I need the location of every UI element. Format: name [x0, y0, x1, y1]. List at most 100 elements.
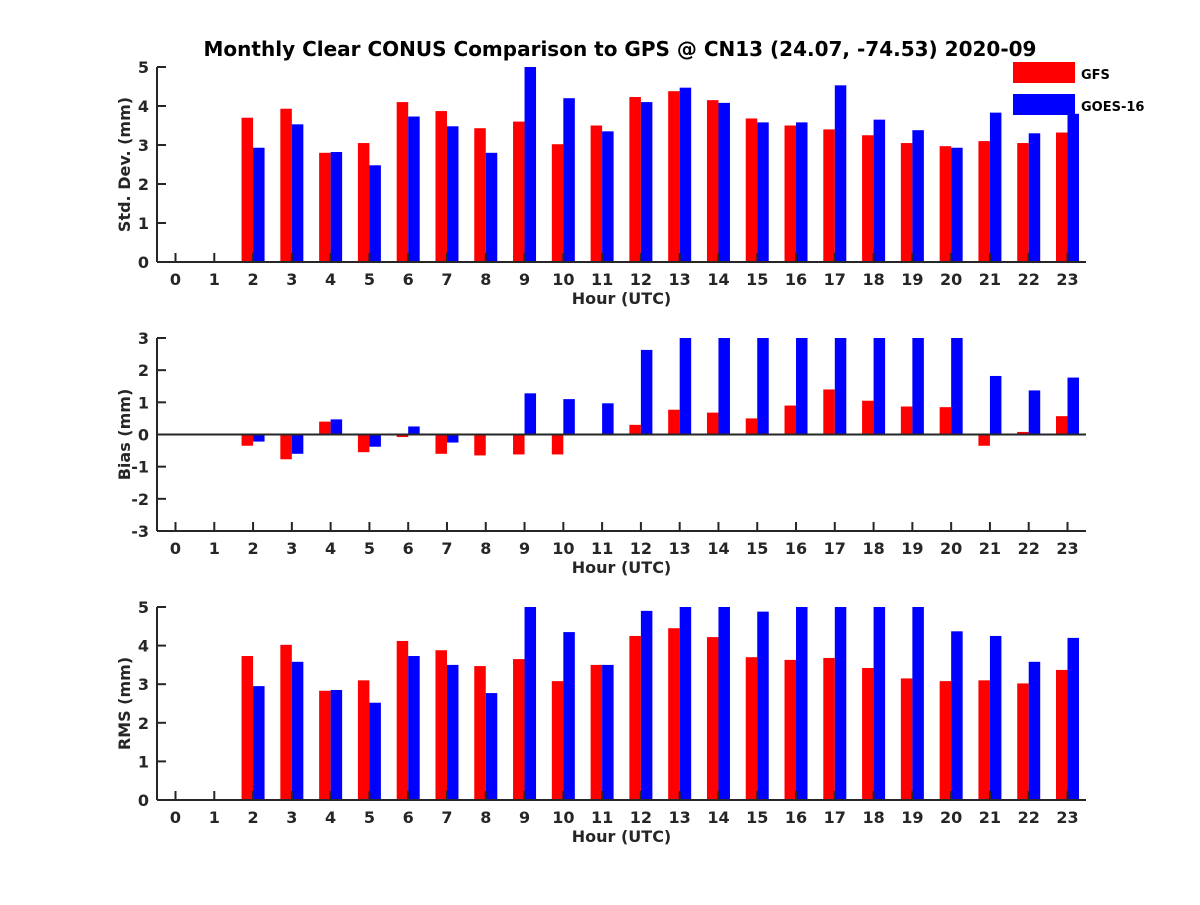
bar-rms-gfs-h7	[435, 650, 447, 800]
x-tick-label-rms-23: 23	[1056, 808, 1078, 827]
bar-rms-gfs-h3	[280, 644, 292, 800]
x-tick-label-stddev-3: 3	[286, 270, 297, 289]
bar-bias-goes16-h23	[1067, 377, 1079, 435]
y-tick-label-stddev-0: 0	[138, 253, 149, 272]
legend: GFS GOES-16	[1013, 62, 1144, 115]
x-tick-label-stddev-2: 2	[247, 270, 258, 289]
bar-stddev-gfs-h7	[435, 111, 447, 262]
bar-rms-gfs-h9	[513, 659, 525, 800]
bar-rms-gfs-h4	[319, 690, 331, 800]
x-tick-label-rms-3: 3	[286, 808, 297, 827]
x-tick-label-stddev-0: 0	[170, 270, 181, 289]
bar-bias-gfs-h9	[513, 434, 525, 455]
bar-stddev-goes16-h23	[1067, 113, 1079, 262]
x-tick-label-stddev-21: 21	[979, 270, 1001, 289]
y-tick-label-bias-6: 3	[138, 329, 149, 348]
bar-stddev-goes16-h14	[718, 102, 730, 262]
x-tick-label-bias-16: 16	[785, 539, 807, 558]
bar-bias-goes16-h9	[524, 393, 537, 435]
bar-stddev-gfs-h16	[784, 125, 797, 262]
x-tick-label-rms-21: 21	[979, 808, 1001, 827]
bar-stddev-goes16-h9	[524, 67, 537, 262]
bar-bias-goes16-h13	[679, 338, 692, 435]
bar-rms-goes16-h11	[602, 664, 614, 800]
bar-stddev-gfs-h23	[1056, 132, 1068, 262]
x-tick-label-rms-0: 0	[170, 808, 181, 827]
bar-stddev-gfs-h18	[862, 135, 874, 262]
bar-rms-goes16-h22	[1028, 661, 1041, 800]
bar-rms-gfs-h19	[900, 678, 913, 800]
x-tick-label-stddev-15: 15	[746, 270, 768, 289]
bar-stddev-gfs-h12	[629, 97, 641, 262]
legend-swatch-gfs	[1013, 62, 1075, 83]
bar-bias-gfs-h10	[551, 434, 564, 455]
x-tick-label-rms-10: 10	[552, 808, 574, 827]
bar-bias-gfs-h13	[668, 409, 680, 435]
bar-stddev-goes16-h13	[679, 87, 692, 262]
x-tick-label-rms-13: 13	[669, 808, 691, 827]
bar-rms-goes16-h21	[989, 635, 1002, 800]
bar-stddev-goes16-h2	[253, 147, 265, 262]
bar-bias-goes16-h18	[873, 338, 886, 435]
bar-rms-gfs-h2	[241, 656, 254, 800]
bar-rms-goes16-h20	[951, 631, 963, 800]
x-tick-label-rms-8: 8	[480, 808, 491, 827]
bar-rms-gfs-h20	[939, 681, 952, 800]
x-tick-label-rms-6: 6	[403, 808, 414, 827]
legend-label-goes16: GOES-16	[1081, 100, 1144, 115]
x-tick-label-rms-22: 22	[1018, 808, 1040, 827]
x-tick-label-bias-8: 8	[480, 539, 491, 558]
y-tick-label-stddev-3: 3	[138, 136, 149, 155]
x-tick-label-bias-2: 2	[247, 539, 258, 558]
y-tick-label-bias-5: 2	[138, 361, 149, 380]
bar-rms-goes16-h9	[524, 607, 537, 800]
x-tick-label-stddev-19: 19	[901, 270, 923, 289]
bar-stddev-goes16-h15	[757, 122, 769, 262]
bar-rms-gfs-h21	[978, 680, 990, 800]
bar-bias-goes16-h22	[1028, 390, 1041, 435]
bar-rms-goes16-h17	[834, 607, 847, 800]
bar-stddev-gfs-h6	[396, 102, 409, 262]
bar-bias-goes16-h14	[718, 338, 730, 435]
x-tick-label-stddev-8: 8	[480, 270, 491, 289]
x-tick-label-stddev-14: 14	[707, 270, 729, 289]
bar-rms-gfs-h6	[396, 640, 409, 800]
bar-bias-goes16-h4	[330, 419, 343, 435]
x-tick-label-bias-17: 17	[824, 539, 846, 558]
bar-stddev-gfs-h13	[668, 91, 680, 263]
x-tick-label-stddev-12: 12	[630, 270, 652, 289]
x-axis-label-rms: Hour (UTC)	[572, 827, 672, 846]
x-tick-label-stddev-20: 20	[940, 270, 962, 289]
x-tick-label-stddev-4: 4	[325, 270, 336, 289]
bar-bias-gfs-h22	[1017, 431, 1029, 435]
x-tick-label-rms-1: 1	[209, 808, 220, 827]
bar-bias-gfs-h21	[978, 434, 990, 446]
x-tick-label-stddev-22: 22	[1018, 270, 1040, 289]
y-tick-label-bias-1: -2	[131, 490, 149, 509]
y-axis-label-bias: Bias (mm)	[115, 389, 134, 481]
bar-bias-gfs-h17	[823, 389, 835, 435]
bar-bias-gfs-h18	[862, 400, 874, 435]
x-tick-label-bias-22: 22	[1018, 539, 1040, 558]
bar-rms-goes16-h3	[291, 661, 304, 800]
y-tick-label-bias-0: -3	[131, 522, 149, 541]
bar-rms-goes16-h16	[796, 607, 808, 800]
bar-rms-goes16-h8	[485, 693, 498, 800]
bar-rms-gfs-h14	[706, 637, 719, 800]
y-tick-label-bias-4: 1	[138, 393, 149, 412]
bar-stddev-gfs-h4	[319, 152, 331, 262]
bar-bias-goes16-h16	[796, 338, 808, 435]
bar-bias-gfs-h12	[629, 424, 641, 435]
bar-rms-gfs-h22	[1017, 683, 1029, 800]
x-tick-label-rms-11: 11	[591, 808, 613, 827]
bar-bias-goes16-h6	[408, 426, 420, 435]
bar-stddev-goes16-h4	[330, 152, 343, 262]
bar-stddev-goes16-h5	[369, 165, 381, 262]
x-tick-label-bias-6: 6	[403, 539, 414, 558]
bar-rms-goes16-h15	[757, 611, 769, 800]
bar-rms-goes16-h23	[1067, 637, 1079, 800]
legend-swatch-goes16	[1013, 94, 1075, 115]
y-tick-label-stddev-2: 2	[138, 175, 149, 194]
